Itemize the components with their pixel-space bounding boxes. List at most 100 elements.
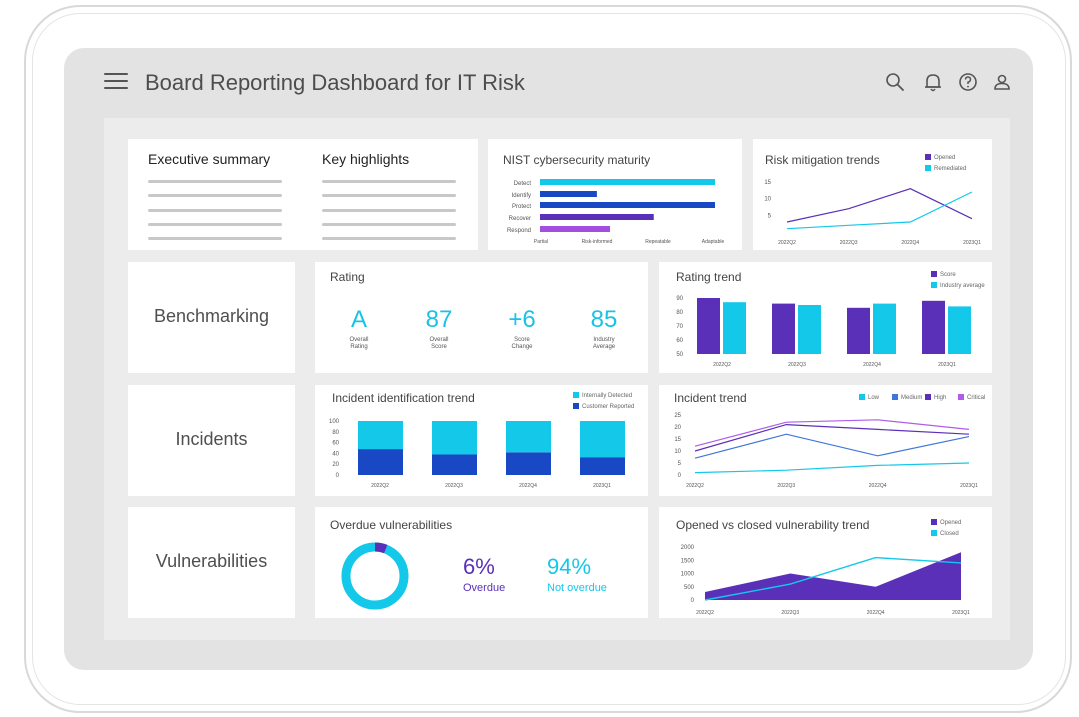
placeholder-line	[148, 180, 282, 183]
legend-swatch	[925, 394, 931, 400]
overdue-value: 6%	[463, 554, 495, 579]
risk-mitigation-chart: 5 10 15 2022Q2 2022Q3 2022Q4 2023Q1 Opened Remed…	[764, 154, 981, 246]
legend-label: Score	[940, 272, 956, 278]
series-line	[786, 188, 973, 223]
overdue-donut-chart	[341, 542, 409, 610]
rating-trend-chart: 50 60 70 80 90 2022Q2 2022Q3 2022Q4 2023Q1 Score I…	[676, 271, 985, 368]
legend-label: Low	[868, 395, 880, 401]
legend-label: Remediated	[934, 166, 966, 172]
risk-mitigation-card: Risk mitigation trends 5 10 15 2022Q2 2022Q3…	[753, 139, 992, 250]
y-tick-label: 10	[674, 449, 681, 455]
y-tick-label: 10	[764, 197, 771, 203]
bar	[540, 202, 715, 208]
x-tick-label: 2022Q2	[686, 483, 704, 489]
legend-label: Customer Reported	[582, 404, 634, 410]
bar	[540, 191, 597, 197]
x-tick-label: 2022Q4	[867, 610, 885, 616]
y-tick-label: 70	[676, 324, 683, 330]
y-tick-label: 0	[691, 598, 695, 604]
y-tick-label: 0	[336, 473, 340, 479]
bar-segment	[432, 454, 477, 475]
y-tick-label: 2000	[681, 545, 695, 551]
executive-summary-title: Executive summary	[148, 151, 271, 167]
bar-segment	[358, 421, 403, 450]
legend-label: Opened	[940, 520, 961, 526]
help-icon[interactable]	[957, 71, 979, 93]
x-tick-label: 2022Q4	[519, 483, 537, 489]
y-tick-label: 60	[332, 441, 339, 447]
legend-swatch	[925, 165, 931, 171]
placeholder-line	[322, 223, 456, 226]
x-tick-label: 2022Q2	[371, 483, 389, 489]
legend-swatch	[931, 519, 937, 525]
y-tick-label: 40	[332, 451, 339, 457]
y-tick-label: 100	[329, 419, 340, 425]
page-title: Board Reporting Dashboard for IT Risk	[145, 70, 525, 95]
incident-identification-chart: 0 20 40 60 80 100 2022Q2 2022Q3 2022Q4 2023Q1 Inte…	[329, 392, 634, 489]
y-tick-label: 0	[678, 473, 682, 479]
legend-label: High	[934, 395, 946, 401]
legend-swatch	[573, 403, 579, 409]
bar	[847, 307, 870, 354]
x-tick-label: 2022Q2	[713, 362, 731, 368]
x-tick-label: 2022Q2	[696, 610, 714, 616]
search-icon[interactable]	[884, 71, 906, 93]
legend-label: Opened	[934, 155, 955, 161]
y-tick-label: 5	[678, 461, 682, 467]
bell-icon[interactable]	[922, 71, 944, 93]
bar	[798, 305, 821, 354]
x-tick-label: 2022Q3	[777, 483, 795, 489]
placeholder-line	[322, 180, 456, 183]
x-tick-label: 2022Q3	[445, 483, 463, 489]
series-line	[694, 423, 970, 452]
incidents-card: Incidents	[128, 385, 295, 496]
y-tick-label: Identify	[512, 193, 531, 199]
not-overdue-value: 94%	[547, 554, 592, 579]
bar	[922, 300, 945, 354]
stat-label-line: Score	[431, 344, 447, 350]
incident-identification-title: Incident identification trend	[332, 391, 475, 405]
x-tick-label: 2023Q1	[963, 240, 981, 246]
legend-label: Critical	[967, 395, 985, 401]
stat-label-line: Overall	[349, 337, 369, 343]
legend-swatch	[958, 394, 964, 400]
legend-swatch	[573, 392, 579, 398]
x-tick-label: 2022Q3	[781, 610, 799, 616]
bar-segment	[580, 421, 625, 458]
stat-label-line: Score	[514, 337, 530, 343]
y-tick-label: 1000	[681, 572, 695, 578]
legend-swatch	[892, 394, 898, 400]
legend-label: Medium	[901, 395, 922, 401]
bar	[873, 303, 896, 354]
overall-score-value: 87	[425, 306, 453, 333]
industry-average-value: 85	[590, 306, 618, 333]
legend-swatch	[931, 530, 937, 536]
legend-swatch	[931, 271, 937, 277]
incident-trend-chart: 0 5 10 15 20 25 2022Q2 2022Q3 2022Q4 2023Q1 Low Med…	[674, 394, 985, 489]
open-closed-chart: 0 500 1000 1500 2000 2022Q2 2022Q3 2022Q4 2023Q1…	[681, 519, 970, 616]
vulnerabilities-label: Vulnerabilities	[155, 551, 268, 571]
series-line	[694, 462, 970, 474]
x-tick-label: 2023Q1	[960, 483, 978, 489]
y-tick-label: 80	[332, 430, 339, 436]
menu-icon[interactable]	[104, 73, 128, 91]
incident-trend-card: Incident trend 0 5 10 15 20 25 2022Q2 2022Q3 202…	[659, 385, 992, 496]
overdue-label: Overdue	[463, 582, 506, 594]
rating-card: Rating A Overall Rating 87 Overall Score +…	[315, 262, 648, 373]
open-closed-card: Opened vs closed vulnerability trend 0 50…	[659, 507, 992, 618]
bar-segment	[358, 449, 403, 475]
user-icon[interactable]	[991, 71, 1013, 93]
not-overdue-label: Not overdue	[547, 582, 607, 594]
closed-line	[704, 556, 962, 601]
stat-label-line: Change	[511, 344, 533, 350]
placeholder-line	[148, 194, 282, 197]
vulnerabilities-card: Vulnerabilities	[128, 507, 295, 618]
legend-label: Internally Detected	[582, 393, 632, 399]
overall-rating-value: A	[350, 306, 367, 333]
y-tick-label: 15	[764, 180, 771, 186]
overdue-card: Overdue vulnerabilities 6% Overdue 94% N…	[315, 507, 648, 618]
placeholder-line	[148, 223, 282, 226]
incidents-label: Incidents	[175, 429, 248, 449]
rating-title: Rating	[330, 270, 365, 284]
stat-label-line: Rating	[350, 344, 368, 350]
